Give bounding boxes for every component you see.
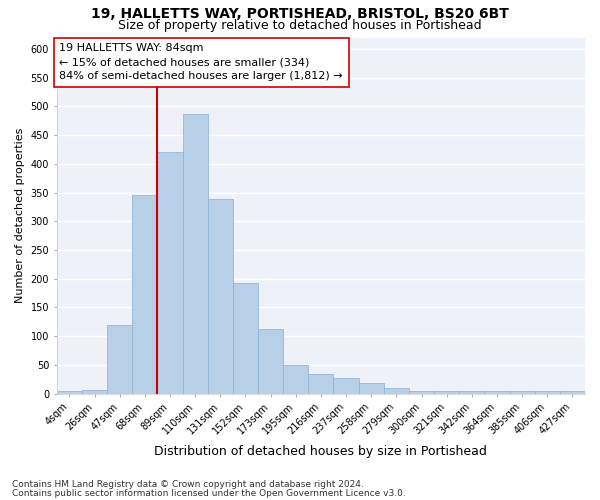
Bar [57,390,82,394]
Y-axis label: Number of detached properties: Number of detached properties [15,128,25,303]
Bar [459,390,484,394]
Bar [182,114,208,394]
Text: 19 HALLETTS WAY: 84sqm
← 15% of detached houses are smaller (334)
84% of semi-de: 19 HALLETTS WAY: 84sqm ← 15% of detached… [59,43,343,81]
Bar [283,366,308,394]
Bar [560,390,585,394]
Bar [334,378,359,394]
X-axis label: Distribution of detached houses by size in Portishead: Distribution of detached houses by size … [154,444,487,458]
Bar [132,196,157,394]
Bar [157,152,182,394]
Bar [233,283,258,394]
Bar [484,390,509,394]
Bar [82,390,107,394]
Bar [434,390,459,394]
Bar [208,200,233,394]
Bar [409,392,434,394]
Bar [535,390,560,394]
Bar [509,390,535,394]
Text: Size of property relative to detached houses in Portishead: Size of property relative to detached ho… [118,19,482,32]
Text: Contains HM Land Registry data © Crown copyright and database right 2024.: Contains HM Land Registry data © Crown c… [12,480,364,489]
Bar [107,324,132,394]
Bar [308,374,334,394]
Text: Contains public sector information licensed under the Open Government Licence v3: Contains public sector information licen… [12,488,406,498]
Text: 19, HALLETTS WAY, PORTISHEAD, BRISTOL, BS20 6BT: 19, HALLETTS WAY, PORTISHEAD, BRISTOL, B… [91,8,509,22]
Bar [359,384,384,394]
Bar [258,330,283,394]
Bar [384,388,409,394]
